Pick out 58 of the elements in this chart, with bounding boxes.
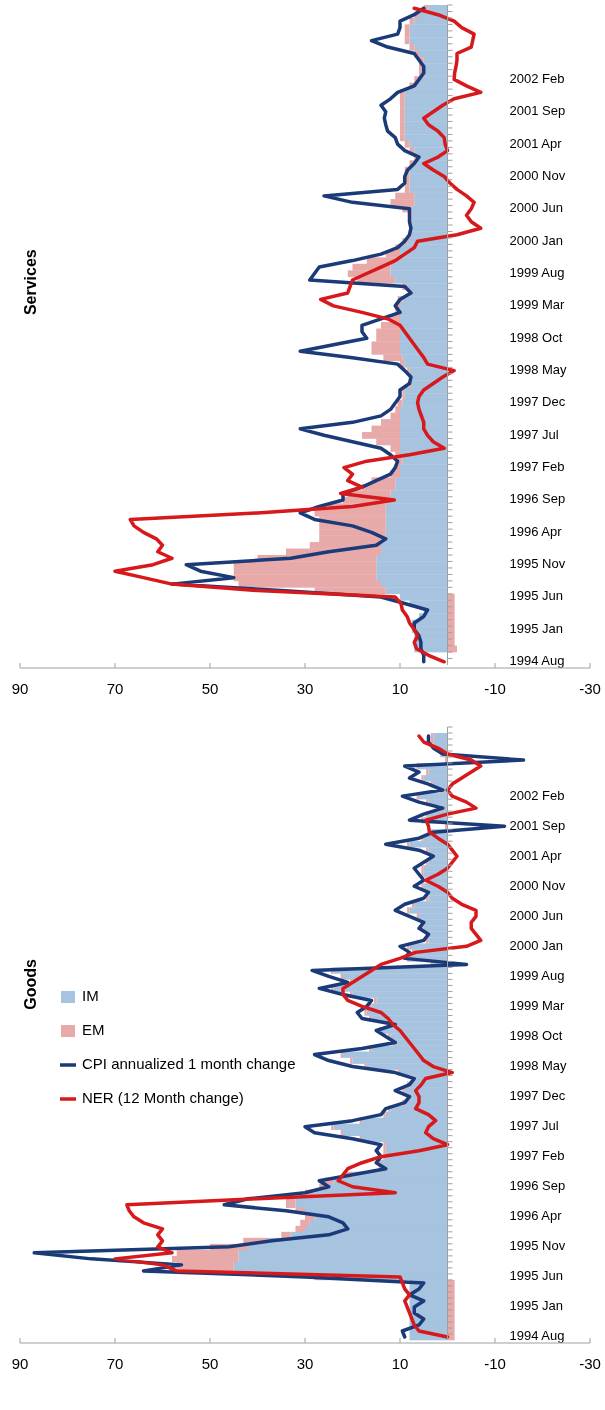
- y-tick-label: 1994 Aug: [509, 653, 565, 669]
- y-tick-label: 2002 Feb: [509, 787, 565, 803]
- y-tick-label: 2000 Nov: [509, 167, 566, 183]
- y-tick-label: 1995 Jan: [509, 1298, 563, 1314]
- legend-label: CPI annualized 1 month change: [82, 1054, 296, 1072]
- y-tick-label: 1997 Feb: [509, 459, 565, 475]
- y-tick-label: 1995 Jun: [509, 1268, 563, 1284]
- x-tick-label: 50: [201, 1354, 219, 1372]
- legend-label: EM: [82, 1020, 105, 1038]
- y-tick-label: 2000 Jan: [509, 232, 563, 248]
- x-tick-label: 50: [201, 679, 219, 697]
- legend-label: IM: [82, 986, 99, 1004]
- y-tick-label: 1999 Aug: [509, 967, 565, 983]
- y-tick-label: 1995 Jan: [509, 620, 563, 636]
- y-tick-label: 1998 May: [509, 1057, 568, 1073]
- y-tick-label: 1996 Sep: [509, 1178, 566, 1194]
- y-tick-label: 1994 Aug: [509, 1328, 565, 1344]
- y-tick-label: 2000 Jun: [509, 200, 563, 216]
- y-tick-label: 1997 Dec: [509, 1088, 566, 1104]
- x-tick-label: 90: [11, 1354, 29, 1372]
- x-tick-label: -30: [579, 679, 601, 697]
- y-tick-label: 1999 Aug: [509, 264, 565, 280]
- x-tick-label: 30: [296, 1354, 314, 1372]
- x-tick-label: 70: [106, 679, 124, 697]
- x-tick-label: -10: [484, 679, 506, 697]
- y-tick-label: 1997 Jul: [509, 1118, 559, 1134]
- y-tick-label: 1996 Apr: [509, 1208, 563, 1224]
- y-tick-label: 1998 Oct: [509, 1027, 563, 1043]
- x-tick-label: 30: [296, 679, 314, 697]
- y-tick-label: 2001 Apr: [509, 135, 563, 151]
- legend-label: NER (12 Month change): [82, 1088, 244, 1106]
- x-tick-label: 90: [11, 679, 29, 697]
- y-tick-label: 1997 Jul: [509, 426, 559, 442]
- y-tick-label: 2000 Jun: [509, 907, 563, 923]
- y-tick-label: 1995 Nov: [509, 1238, 566, 1254]
- y-tick-label: 2001 Sep: [509, 817, 566, 833]
- y-tick-label: 1995 Jun: [509, 588, 563, 604]
- y-tick-label: 1997 Dec: [509, 394, 566, 410]
- y-tick-label: 2000 Nov: [509, 877, 566, 893]
- text: Services: [22, 249, 40, 316]
- x-tick-label: 10: [391, 1354, 409, 1372]
- y-tick-label: 1996 Apr: [509, 523, 563, 539]
- x-tick-label: 70: [106, 1354, 124, 1372]
- y-tick-label: 1999 Mar: [509, 997, 566, 1013]
- y-tick-label: 2001 Apr: [509, 847, 563, 863]
- x-tick-label: -10: [484, 1354, 506, 1372]
- y-tick-label: 1998 Oct: [509, 329, 563, 345]
- y-tick-label: 1995 Nov: [509, 556, 566, 572]
- x-tick-label: -30: [579, 1354, 601, 1372]
- y-tick-label: 1998 May: [509, 362, 568, 378]
- y-tick-label: 1999 Mar: [509, 297, 566, 313]
- x-tick-label: 10: [391, 679, 409, 697]
- y-tick-label: 2000 Jan: [509, 937, 563, 953]
- y-tick-label: 2001 Sep: [509, 103, 566, 119]
- y-tick-label: 1996 Sep: [509, 491, 566, 507]
- text: Goods: [22, 959, 40, 1010]
- y-tick-label: 1997 Feb: [509, 1148, 565, 1164]
- y-tick-label: 2002 Feb: [509, 70, 565, 86]
